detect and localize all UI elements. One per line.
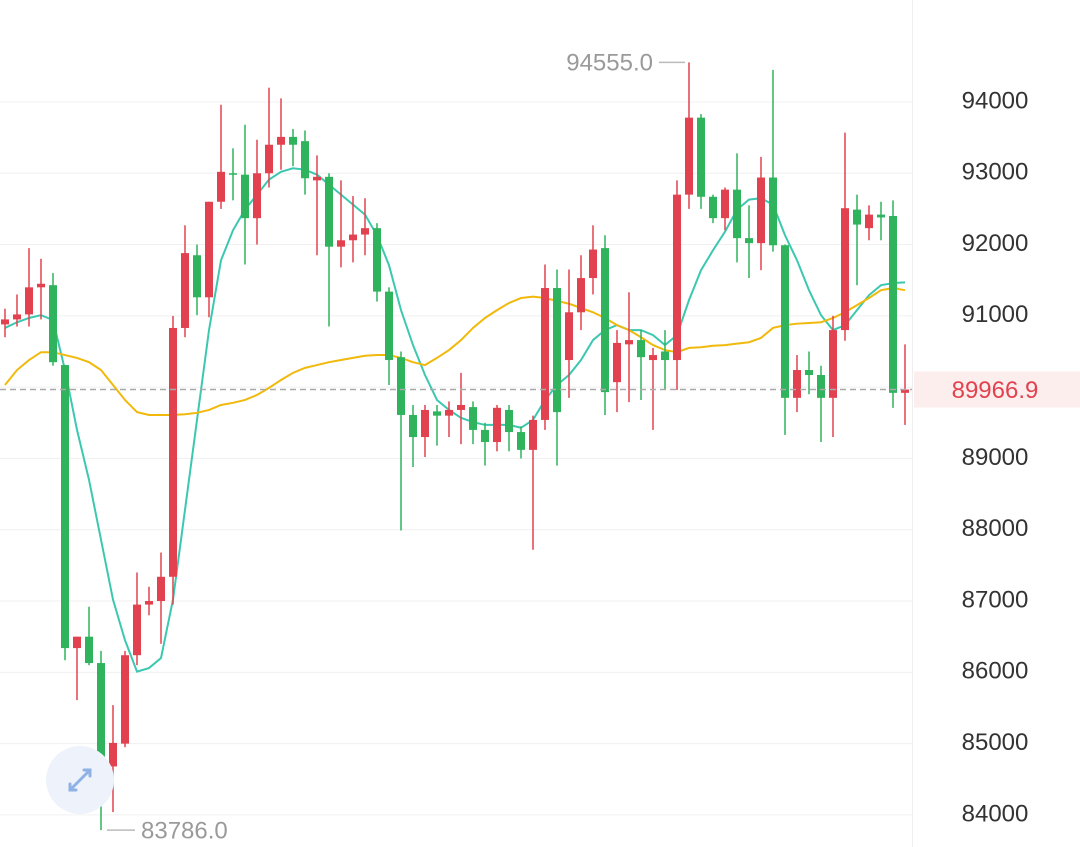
candle-body bbox=[805, 370, 813, 376]
candle-body bbox=[289, 136, 297, 145]
candle-body bbox=[373, 228, 381, 292]
candle-body bbox=[817, 375, 825, 398]
candle-body bbox=[241, 174, 249, 219]
candle-body bbox=[181, 253, 189, 328]
candle-body bbox=[481, 429, 489, 443]
candle-body bbox=[313, 176, 321, 181]
candle-body bbox=[421, 409, 429, 438]
candle-body bbox=[577, 278, 585, 313]
candle-body bbox=[793, 370, 801, 398]
candle-body bbox=[433, 411, 441, 416]
candle-body bbox=[97, 663, 105, 767]
candle-body bbox=[265, 144, 273, 174]
current-price-box bbox=[914, 371, 1080, 408]
candle-body bbox=[1, 319, 9, 325]
candle-body bbox=[37, 283, 45, 288]
candle-body bbox=[853, 209, 861, 225]
grid: 8400085000860008700088000890009000091000… bbox=[0, 87, 1028, 827]
candle-body bbox=[697, 117, 705, 197]
candle-body bbox=[721, 189, 729, 219]
candle-body bbox=[349, 234, 357, 241]
candle-body bbox=[385, 291, 393, 361]
annotation-label: 94555.0 bbox=[566, 50, 653, 77]
candle-body bbox=[733, 189, 741, 239]
annotation-label: 83786.0 bbox=[141, 818, 228, 845]
candle-body bbox=[625, 340, 633, 345]
candle-body bbox=[829, 330, 837, 398]
candle-body bbox=[889, 216, 897, 393]
candle-body bbox=[337, 240, 345, 247]
candle-body bbox=[25, 287, 33, 315]
candle-body bbox=[877, 214, 885, 218]
candle-body bbox=[781, 245, 789, 398]
ma-lines bbox=[4, 167, 906, 673]
candle-body bbox=[193, 255, 201, 298]
candle-body bbox=[409, 414, 417, 438]
candle-body bbox=[529, 419, 537, 450]
candle-body bbox=[757, 177, 765, 244]
candle-body bbox=[589, 249, 597, 279]
candle-body bbox=[457, 404, 465, 410]
candle-body bbox=[901, 389, 909, 393]
candle-body bbox=[397, 357, 405, 415]
candle-body bbox=[673, 194, 681, 361]
candle-body bbox=[205, 201, 213, 298]
candle-body bbox=[493, 407, 501, 443]
candle-body bbox=[145, 601, 153, 605]
candle-body bbox=[601, 248, 609, 393]
candle-body bbox=[841, 208, 849, 331]
candle-body bbox=[637, 340, 645, 358]
candle-body bbox=[49, 285, 57, 363]
candle-body bbox=[133, 604, 141, 656]
candle-body bbox=[445, 409, 453, 416]
y-tick-label: 89000 bbox=[962, 444, 1029, 471]
candles bbox=[1, 62, 909, 831]
y-tick-label: 93000 bbox=[962, 159, 1029, 186]
candle-body bbox=[685, 117, 693, 195]
y-tick-label: 91000 bbox=[962, 301, 1029, 328]
candle-body bbox=[361, 228, 369, 235]
candle-body bbox=[277, 136, 285, 145]
candle-body bbox=[157, 576, 165, 602]
overlay: 94555.0 83786.0 89966.9 bbox=[0, 50, 1080, 845]
candle-body bbox=[649, 355, 657, 361]
y-tick-label: 94000 bbox=[962, 87, 1029, 114]
candle-body bbox=[745, 238, 753, 244]
current-price-label: 89966.9 bbox=[952, 377, 1039, 404]
y-tick-label: 85000 bbox=[962, 729, 1029, 756]
candle-body bbox=[121, 655, 129, 744]
candle-body bbox=[229, 173, 237, 175]
candle-body bbox=[769, 177, 777, 246]
candle-body bbox=[709, 196, 717, 219]
candle-body bbox=[85, 636, 93, 664]
candle-body bbox=[661, 351, 669, 361]
candle-body bbox=[325, 176, 333, 247]
candle-body bbox=[541, 288, 549, 420]
candle-body bbox=[13, 314, 21, 320]
y-tick-label: 84000 bbox=[962, 800, 1029, 827]
candle-body bbox=[169, 327, 177, 577]
candle-body bbox=[565, 312, 573, 361]
candle-body bbox=[517, 432, 525, 450]
expand-button[interactable] bbox=[46, 746, 114, 814]
y-tick-label: 87000 bbox=[962, 586, 1029, 613]
ma-line bbox=[4, 287, 906, 416]
candle-body bbox=[253, 173, 261, 219]
y-tick-label: 86000 bbox=[962, 658, 1029, 685]
candle-body bbox=[865, 214, 873, 229]
candle-body bbox=[301, 141, 309, 179]
candle-body bbox=[73, 636, 81, 649]
ma-line bbox=[4, 167, 906, 673]
candle-body bbox=[61, 365, 69, 649]
y-tick-label: 88000 bbox=[962, 515, 1029, 542]
candle-body bbox=[553, 288, 561, 413]
candle-body bbox=[613, 342, 621, 383]
candle-body bbox=[217, 171, 225, 202]
candle-body bbox=[469, 407, 477, 430]
candle-body bbox=[109, 742, 117, 767]
candle-body bbox=[505, 409, 513, 433]
y-tick-label: 92000 bbox=[962, 230, 1029, 257]
